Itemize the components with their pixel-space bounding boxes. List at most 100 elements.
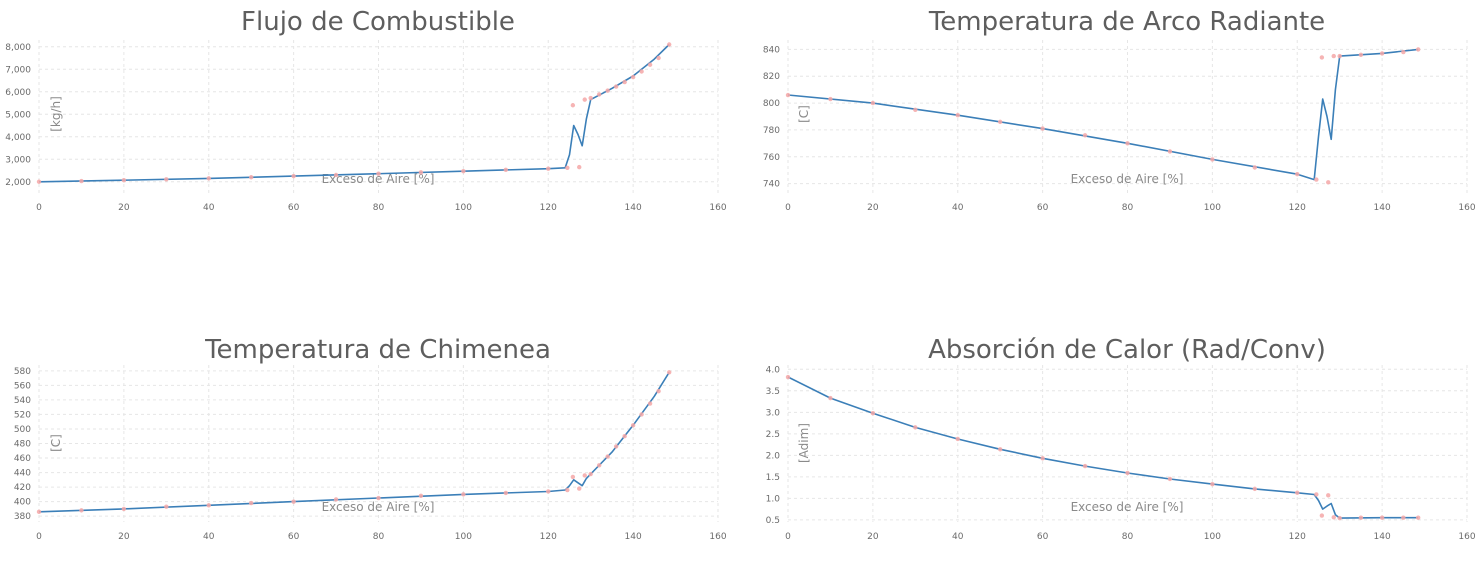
x-tick-label: 80: [373, 532, 385, 542]
data-point: [1379, 51, 1385, 56]
x-tick-label: 140: [625, 203, 642, 213]
data-point: [36, 179, 42, 184]
x-tick-label: 100: [1204, 532, 1221, 542]
y-axis-label: [C]: [797, 105, 811, 123]
y-tick-label: 800: [763, 99, 780, 109]
series-line: [38, 43, 670, 183]
x-tick-label: 140: [625, 532, 642, 542]
data-point: [596, 463, 602, 468]
chart-title: Absorción de Calor (Rad/Conv): [928, 335, 1326, 365]
data-point: [1040, 126, 1045, 131]
x-tick-label: 160: [1458, 203, 1475, 213]
data-point: [121, 177, 127, 183]
series-line: [787, 48, 1419, 181]
x-tick-label: 100: [1204, 203, 1221, 213]
data-point: [785, 374, 791, 380]
x-tick-label: 20: [867, 203, 879, 213]
data-point: [1314, 177, 1319, 182]
data-point: [79, 178, 84, 184]
data-point: [577, 486, 582, 491]
x-tick-label: 20: [118, 203, 130, 213]
data-point: [1337, 515, 1342, 521]
data-point: [418, 170, 424, 175]
y-tick-label: 840: [763, 45, 780, 55]
data-point: [1167, 149, 1173, 154]
data-point: [1331, 53, 1336, 59]
y-tick-label: 820: [763, 72, 780, 82]
x-tick-label: 140: [1374, 203, 1391, 213]
data-point: [613, 84, 619, 89]
data-point: [1331, 515, 1336, 520]
data-point: [656, 388, 661, 394]
data-point: [828, 395, 833, 401]
y-tick-label: 6,000: [5, 88, 31, 98]
data-point: [1415, 515, 1421, 520]
data-point: [503, 167, 509, 173]
y-tick-label: 3.5: [766, 387, 780, 397]
data-point: [1401, 49, 1406, 55]
x-tick-label: 40: [203, 532, 215, 542]
data-point: [1379, 515, 1385, 520]
data-point: [333, 497, 339, 502]
data-point: [647, 62, 653, 67]
y-axis-label: [kg/h]: [49, 96, 63, 132]
data-point: [461, 168, 466, 174]
data-point: [79, 508, 84, 513]
x-tick-label: 0: [36, 203, 42, 213]
data-point: [164, 177, 169, 182]
x-tick-label: 60: [288, 203, 300, 213]
data-point: [1314, 492, 1319, 497]
y-tick-label: 2.0: [766, 451, 781, 461]
data-point: [666, 42, 672, 47]
y-tick-label: 520: [14, 410, 31, 420]
x-tick-label: 100: [455, 532, 472, 542]
y-tick-label: 420: [14, 483, 31, 493]
data-point: [785, 92, 791, 98]
data-point: [596, 92, 602, 97]
data-point: [1082, 463, 1088, 469]
y-tick-label: 560: [14, 381, 31, 391]
data-point: [376, 495, 381, 501]
data-point: [1358, 52, 1364, 57]
data-point: [206, 176, 211, 181]
data-point: [36, 509, 42, 515]
y-tick-label: 1.0: [766, 494, 781, 504]
data-point: [656, 55, 661, 61]
data-point: [1295, 172, 1300, 177]
data-point: [418, 493, 424, 499]
data-point: [997, 119, 1003, 125]
y-tick-label: 4,000: [5, 133, 31, 143]
data-point: [1210, 481, 1215, 487]
data-point: [955, 436, 960, 442]
data-point: [605, 454, 610, 459]
data-point: [913, 107, 918, 112]
data-point: [164, 504, 169, 509]
data-point: [1125, 470, 1130, 476]
data-point: [461, 492, 466, 497]
chart-title: Temperatura de Chimenea: [204, 335, 551, 365]
x-axis-label: Exceso de Aire [%]: [322, 500, 435, 514]
x-tick-label: 120: [1289, 532, 1306, 542]
data-point: [1252, 165, 1258, 170]
data-point: [1358, 515, 1364, 520]
data-point: [582, 473, 587, 478]
x-tick-label: 0: [36, 532, 42, 542]
data-point: [1337, 53, 1342, 59]
data-point: [1125, 141, 1130, 146]
x-axis-label: Exceso de Aire [%]: [322, 172, 435, 186]
data-point: [248, 500, 254, 506]
data-point: [828, 96, 833, 102]
x-tick-label: 60: [1037, 203, 1049, 213]
chart-temperatura-arco-radiante: 0 20 40 60 80 100 120 140 160 740 760 780 800 820 840 T…: [763, 7, 1476, 213]
y-tick-label: 7,000: [5, 65, 31, 75]
x-tick-label: 100: [455, 203, 472, 213]
x-axis-label: Exceso de Aire [%]: [1071, 172, 1184, 186]
x-tick-label: 40: [952, 532, 964, 542]
data-point: [1040, 456, 1045, 461]
y-tick-label: 440: [14, 469, 31, 479]
data-point: [1210, 157, 1215, 162]
x-tick-label: 160: [709, 203, 726, 213]
data-point: [570, 103, 576, 108]
x-tick-label: 0: [785, 203, 791, 213]
